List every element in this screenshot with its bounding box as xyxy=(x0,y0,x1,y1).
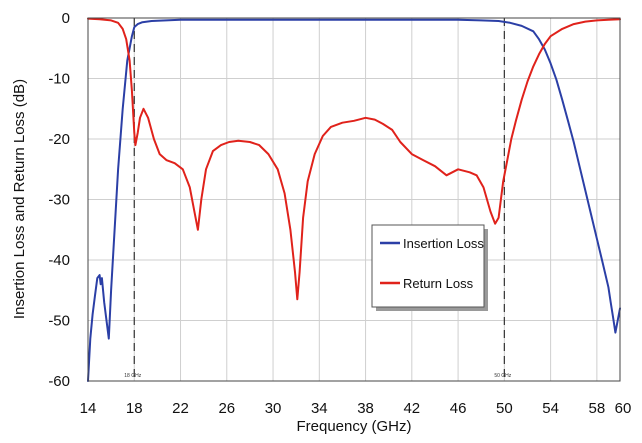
x-tick-label: 58 xyxy=(589,400,606,417)
marker-label-1: 50 GHz xyxy=(494,373,511,379)
x-tick-label: 30 xyxy=(265,400,282,417)
x-tick-label: 42 xyxy=(403,400,420,417)
x-axis-ticks: 14 18 22 26 30 34 38 42 46 50 54 58 60 xyxy=(80,400,632,417)
legend-box xyxy=(371,224,485,308)
marker-label-0: 18 GHz xyxy=(124,373,141,379)
series-line-return-loss xyxy=(87,17,621,301)
x-tick-label: 14 xyxy=(80,400,97,417)
frequency-markers: 18 GHz 50 GHz xyxy=(124,18,512,381)
x-tick-label: 60 xyxy=(615,400,632,417)
x-tick-label: 46 xyxy=(450,400,467,417)
legend-label-return-loss: Return Loss xyxy=(403,276,474,291)
series-line-insertion-loss xyxy=(87,18,621,382)
x-axis-title: Frequency (GHz) xyxy=(296,418,411,435)
y-axis-title: Insertion Loss and Return Loss (dB) xyxy=(11,79,28,319)
x-tick-label: 38 xyxy=(357,400,374,417)
series-layer xyxy=(87,17,621,382)
y-tick-label: -50 xyxy=(48,313,70,330)
y-tick-label: -20 xyxy=(48,131,70,148)
x-tick-label: 26 xyxy=(218,400,235,417)
y-tick-label: -60 xyxy=(48,373,70,390)
y-tick-label: 0 xyxy=(62,10,70,27)
x-tick-label: 22 xyxy=(172,400,189,417)
y-tick-label: -10 xyxy=(48,71,70,88)
x-tick-label: 50 xyxy=(496,400,513,417)
y-tick-label: -30 xyxy=(48,192,70,209)
x-tick-label: 18 xyxy=(126,400,143,417)
y-axis-ticks: 0 -10 -20 -30 -40 -50 -60 xyxy=(48,10,70,390)
y-tick-label: -40 xyxy=(48,252,70,269)
legend-label-insertion-loss: Insertion Loss xyxy=(403,236,484,251)
plot-border xyxy=(87,17,621,382)
legend: Insertion Loss Return Loss xyxy=(371,224,488,311)
x-tick-label: 54 xyxy=(542,400,559,417)
x-tick-label: 34 xyxy=(311,400,328,417)
